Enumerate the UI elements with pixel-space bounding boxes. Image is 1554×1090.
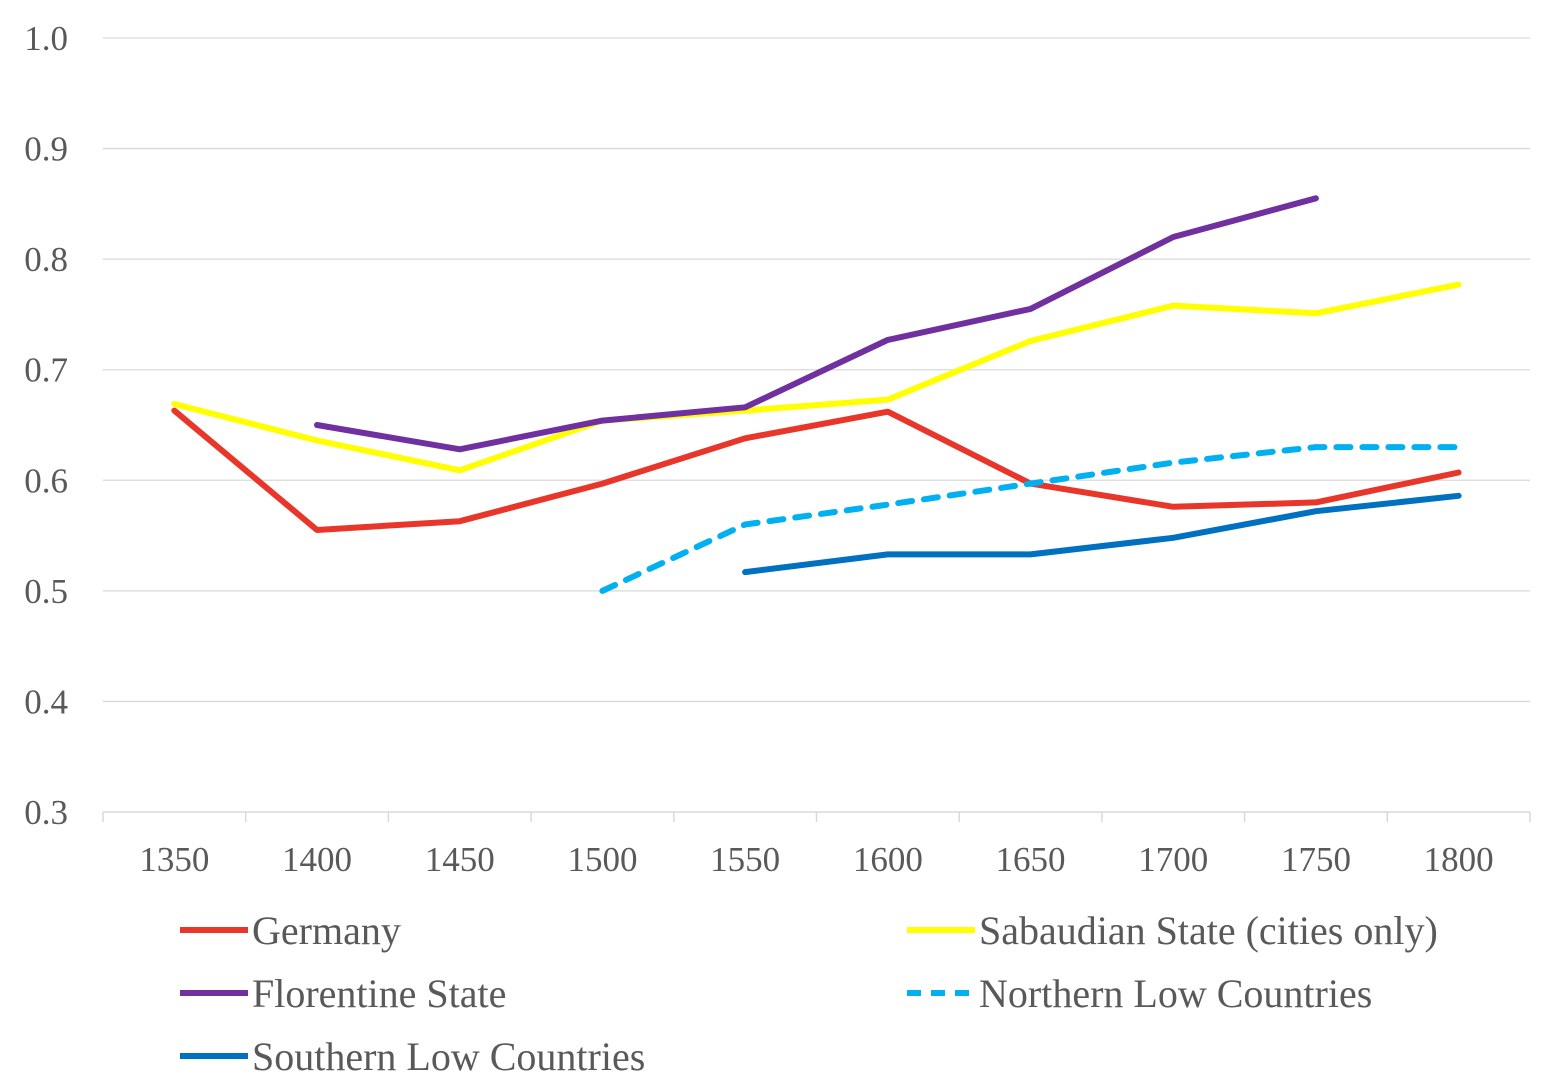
y-tick-label: 0.4 — [24, 682, 68, 721]
series-line-sabaudian-state-cities-only- — [171, 281, 1462, 474]
y-tick-label: 0.9 — [24, 130, 68, 169]
y-tick-label: 0.6 — [24, 461, 68, 500]
series-line-southern-low-countries — [742, 492, 1462, 576]
legend-label: Southern Low Countries — [252, 1034, 645, 1079]
x-tick-label: 1600 — [853, 840, 923, 879]
x-tick-label: 1800 — [1424, 840, 1494, 879]
y-tick-label: 0.5 — [24, 572, 68, 611]
legend-label: Germany — [252, 908, 401, 953]
x-tick-label: 1400 — [282, 840, 352, 879]
y-tick-label: 0.7 — [24, 351, 68, 390]
x-tick-label: 1350 — [139, 840, 209, 879]
x-tick-label: 1550 — [710, 840, 780, 879]
series-line-northern-low-countries — [599, 444, 1462, 594]
x-tick-label: 1500 — [567, 840, 637, 879]
x-tick-label: 1450 — [425, 840, 495, 879]
x-tick-label: 1750 — [1281, 840, 1351, 879]
legend-label: Florentine State — [252, 971, 506, 1016]
y-tick-label: 0.3 — [24, 793, 68, 832]
legend-label: Sabaudian State (cities only) — [979, 908, 1438, 953]
x-tick-label: 1700 — [1138, 840, 1208, 879]
series-line-florentine-state — [314, 195, 1319, 453]
series-line-germany — [171, 407, 1462, 533]
legend-label: Northern Low Countries — [979, 971, 1372, 1016]
y-tick-label: 0.8 — [24, 240, 68, 279]
x-tick-label: 1650 — [996, 840, 1066, 879]
y-tick-label: 1.0 — [24, 19, 68, 58]
